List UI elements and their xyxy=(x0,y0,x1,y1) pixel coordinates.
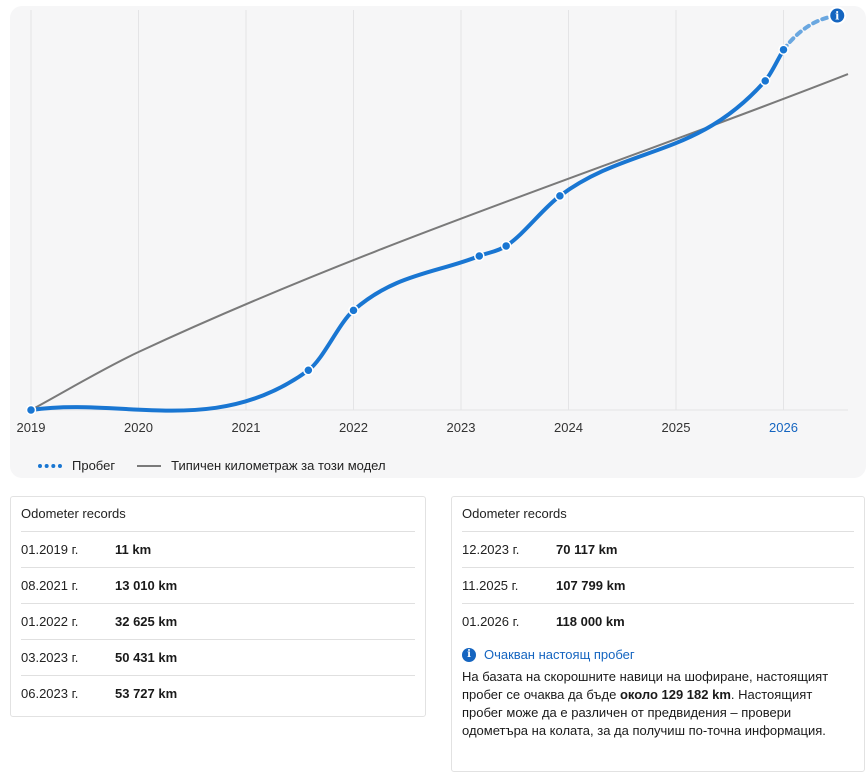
mileage-chart: 2019 2020 2021 2022 2023 2024 2025 2026 i xyxy=(17,6,849,435)
expected-mileage-text: На базата на скорошните навици на шофира… xyxy=(462,668,854,740)
typical-mileage-line xyxy=(30,73,849,411)
legend-swatch-mileage xyxy=(38,463,62,468)
data-point xyxy=(25,404,37,416)
record-row: 01.2026 г. 118 000 km xyxy=(462,604,854,639)
data-point xyxy=(348,305,359,316)
data-point xyxy=(303,365,314,376)
expected-mileage-value: около 129 182 km xyxy=(619,687,731,702)
info-icon: i xyxy=(835,10,839,23)
record-row: 01.2022 г. 32 625 km xyxy=(21,604,415,640)
record-row: 03.2023 г. 50 431 km xyxy=(21,640,415,676)
expected-text-before: На базата на скорошните навици на шофира… xyxy=(462,669,829,702)
record-value: 32 625 km xyxy=(115,614,178,629)
record-date: 08.2021 г. xyxy=(21,578,79,593)
data-point xyxy=(500,240,512,252)
legend-swatch-typical xyxy=(137,464,162,467)
record-value: 53 727 km xyxy=(115,686,178,701)
expected-mileage-heading: i Очакван настоящ пробег xyxy=(462,647,854,662)
odometer-records-card-right: Odometer records 12.2023 г. 70 117 km 11… xyxy=(451,496,865,772)
record-date: 01.2019 г. xyxy=(21,542,79,557)
record-date: 11.2025 г. xyxy=(462,578,519,593)
record-value: 11 km xyxy=(115,542,152,557)
record-date: 06.2023 г. xyxy=(21,686,79,701)
record-value: 13 010 km xyxy=(115,578,178,593)
record-date: 01.2026 г. xyxy=(462,614,520,629)
odometer-records-card-left: Odometer records 01.2019 г. 11 km 08.202… xyxy=(10,496,426,717)
legend-label-typical: Типичен километраж за този модел xyxy=(171,458,386,473)
record-date: 03.2023 г. xyxy=(21,650,79,665)
x-tick-label: 2019 xyxy=(17,420,46,435)
record-row: 11.2025 г. 107 799 km xyxy=(462,568,854,604)
info-icon: i xyxy=(462,647,476,662)
data-point xyxy=(759,75,771,87)
x-tick-label: 2022 xyxy=(339,420,368,435)
record-value: 50 431 km xyxy=(115,650,178,665)
x-tick-label: 2023 xyxy=(447,420,476,435)
record-value: 107 799 km xyxy=(556,578,626,593)
x-tick-label: 2021 xyxy=(232,420,261,435)
record-row: 01.2019 г. 11 km xyxy=(21,532,415,568)
legend-label-mileage: Пробег xyxy=(72,458,116,473)
record-value: 118 000 km xyxy=(556,614,625,629)
expected-mileage-title: Очакван настоящ пробег xyxy=(484,647,635,662)
record-row: 06.2023 г. 53 727 km xyxy=(21,676,415,711)
card-title: Odometer records xyxy=(21,497,415,532)
chart-legend: Пробег Типичен километраж за този модел xyxy=(38,458,408,473)
chart-card: 2019 2020 2021 2022 2023 2024 2025 2026 i Пробег… xyxy=(10,6,866,478)
record-row: 12.2023 г. 70 117 km xyxy=(462,532,854,568)
x-tick-label: 2024 xyxy=(554,420,583,435)
data-point xyxy=(474,250,485,262)
data-point xyxy=(554,190,566,202)
legend-item-typical[interactable]: Типичен километраж за този модел xyxy=(137,458,386,473)
expected-text-after: . Настоящият пробег може да е различен о… xyxy=(462,687,826,738)
record-row: 08.2021 г. 13 010 km xyxy=(21,568,415,604)
mileage-line xyxy=(29,47,786,413)
forecast-info-marker xyxy=(828,6,847,25)
x-tick-label: 2020 xyxy=(124,420,153,435)
record-date: 12.2023 г. xyxy=(462,542,520,557)
legend-item-mileage[interactable]: Пробег xyxy=(38,458,115,473)
record-date: 01.2022 г. xyxy=(21,614,79,629)
data-point xyxy=(778,44,789,55)
x-tick-label: 2025 xyxy=(662,420,691,435)
record-value: 70 117 km xyxy=(556,542,618,557)
forecast-line xyxy=(781,13,840,52)
card-title: Odometer records xyxy=(462,497,854,532)
x-tick-label: 2026 xyxy=(769,420,798,435)
